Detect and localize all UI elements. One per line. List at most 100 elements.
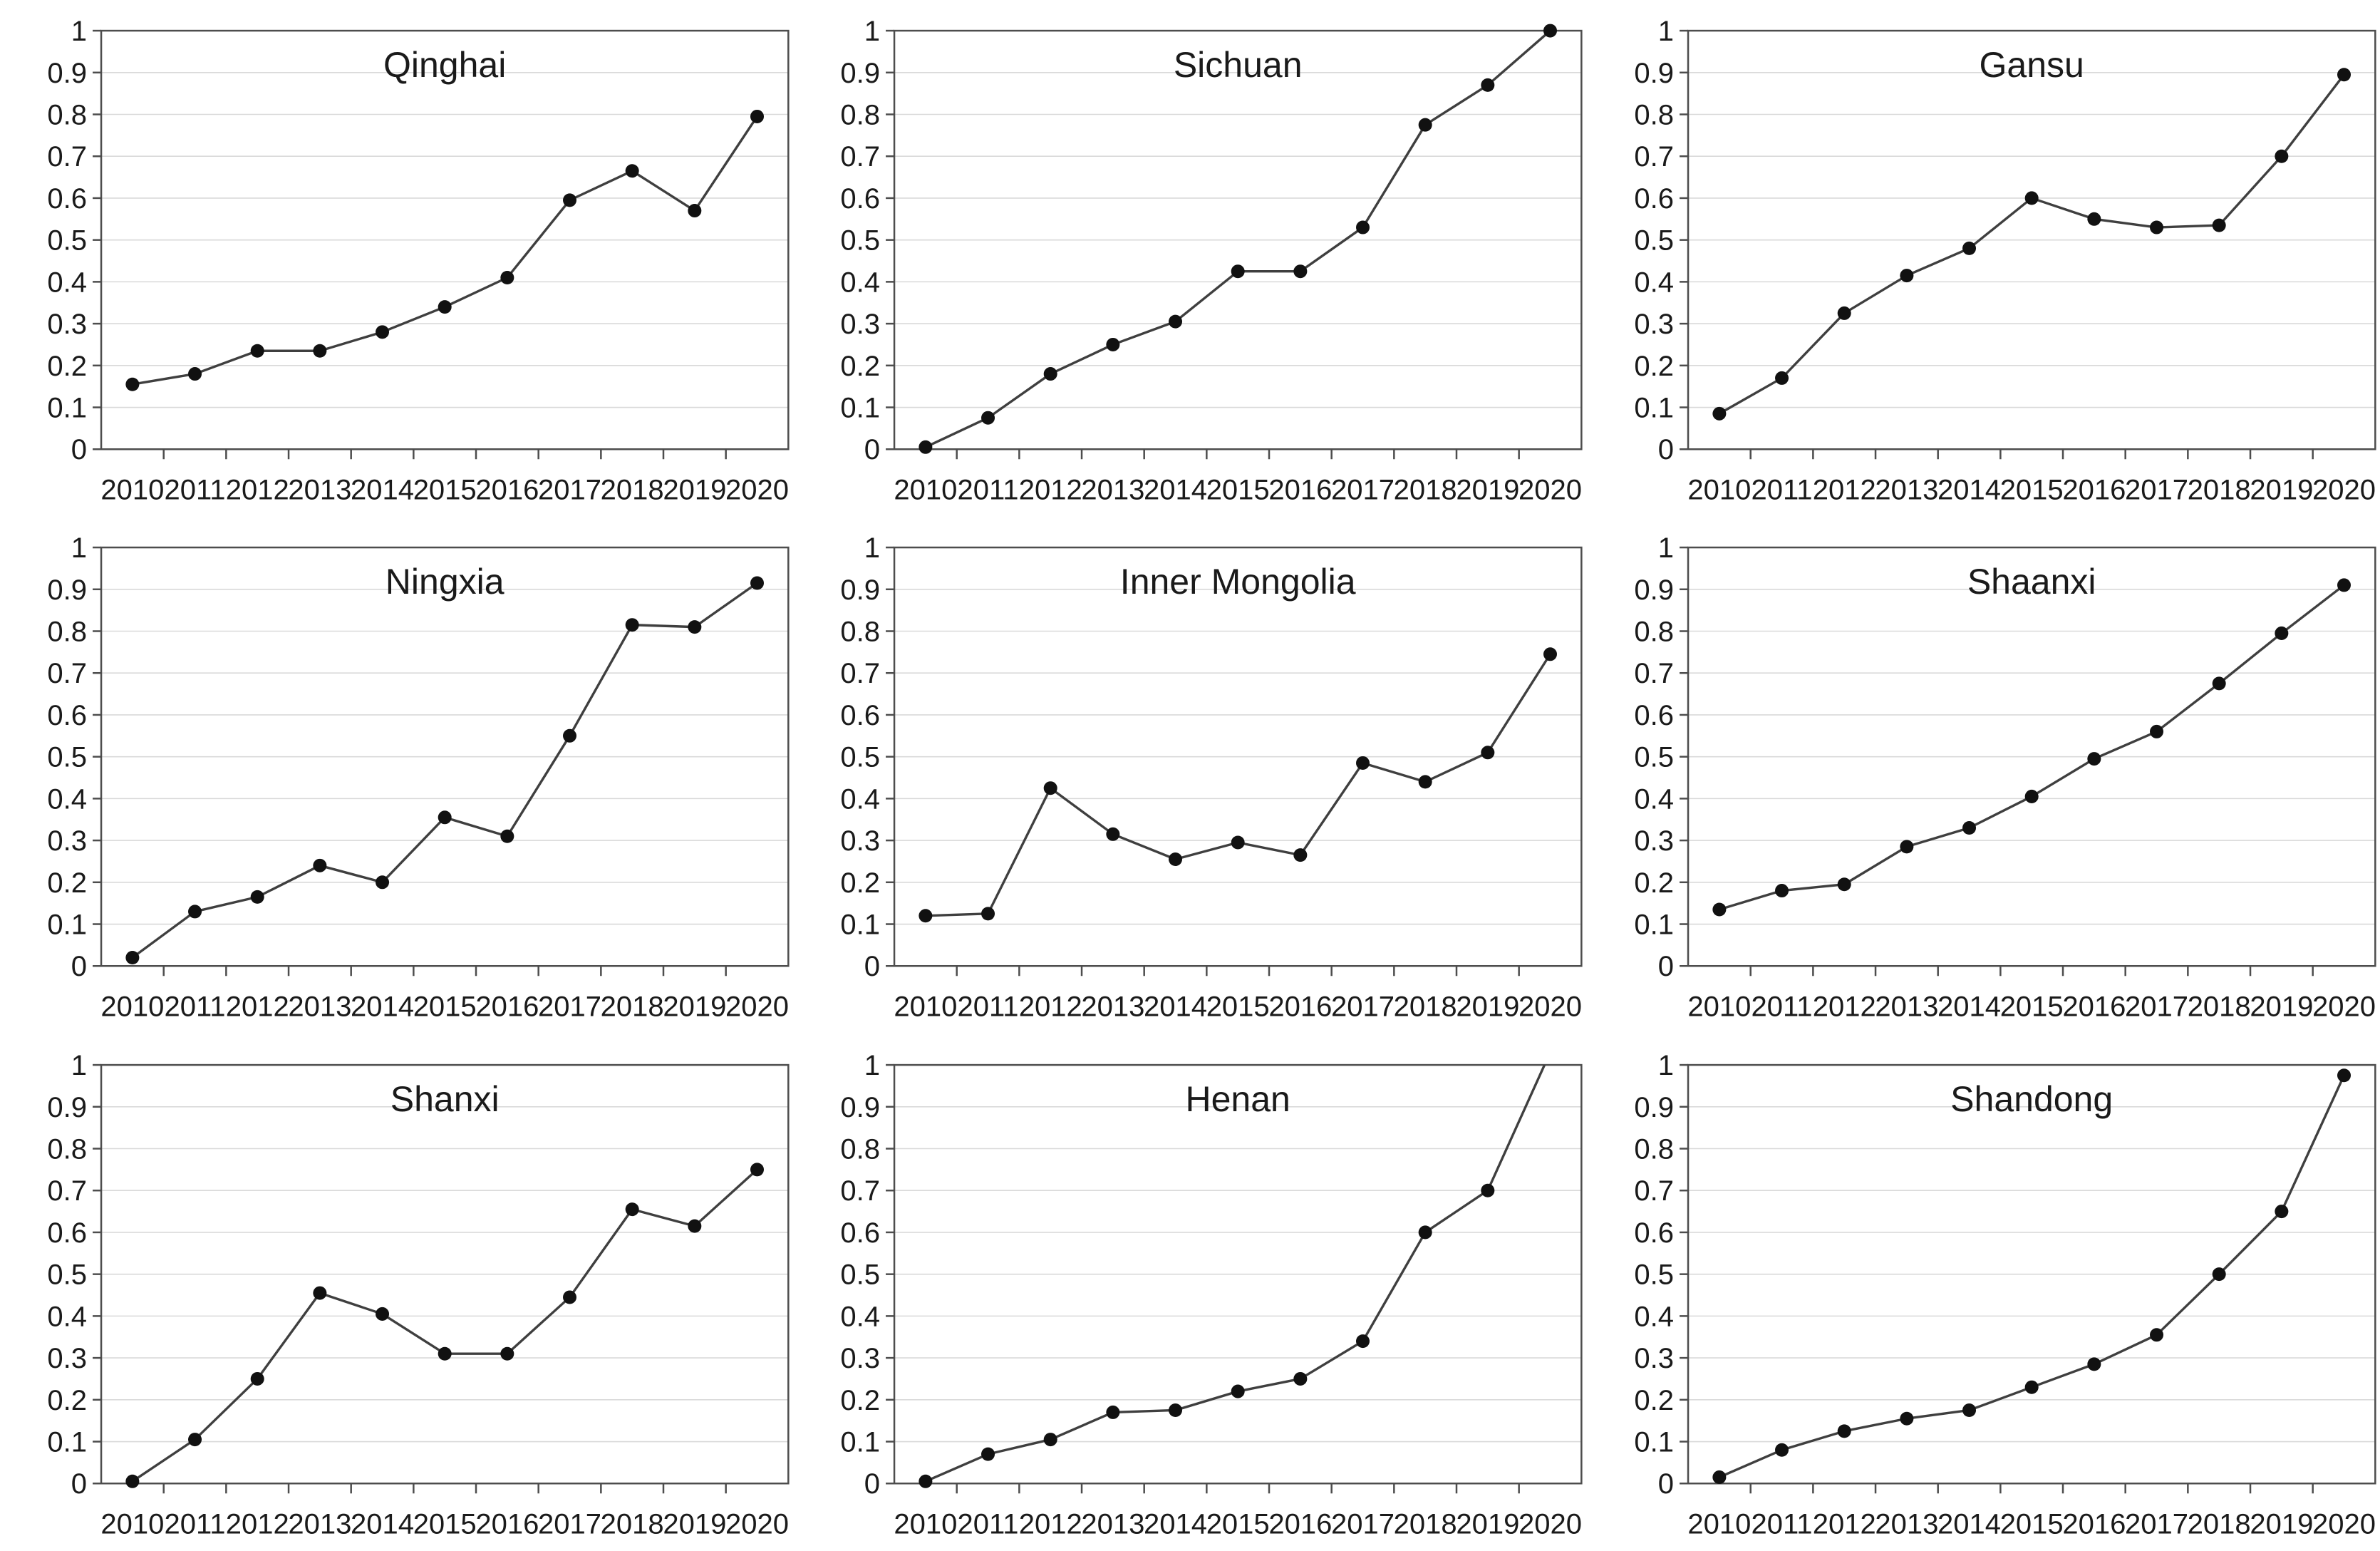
data-point-marker <box>1962 821 1976 835</box>
data-point-marker <box>1837 306 1851 320</box>
y-tick-label: 0.5 <box>1634 225 1674 257</box>
data-point-marker <box>625 1202 639 1216</box>
data-point-marker <box>981 411 995 425</box>
x-tick-label: 2017 <box>2125 1508 2188 1540</box>
y-tick-label: 0.7 <box>841 1175 881 1207</box>
y-tick-label: 0 <box>864 434 880 465</box>
data-point-marker <box>1543 647 1558 661</box>
y-tick-label: 0.6 <box>841 1217 881 1249</box>
y-tick-label: 0 <box>1657 1468 1673 1500</box>
y-tick-label: 0.9 <box>1634 574 1674 606</box>
data-point-marker <box>250 344 264 358</box>
chart-panel-gansu: 0 0.1 0.2 0.3 0.4 0.5 0.6 0.7 0.8 0.9 1 2010 2011 201… <box>1587 0 2380 517</box>
data-point-marker <box>688 1219 702 1233</box>
y-tick-label: 0.8 <box>841 100 881 131</box>
y-tick-label: 0.6 <box>1634 183 1674 215</box>
y-tick-label: 0.6 <box>1634 700 1674 731</box>
data-point-marker <box>1106 1405 1120 1419</box>
y-tick-label: 0.6 <box>47 700 87 731</box>
data-point-marker <box>376 325 390 339</box>
x-tick-label: 2012 <box>1812 474 1875 505</box>
x-tick-label: 2015 <box>1206 474 1270 505</box>
y-tick-label: 0.7 <box>1634 1175 1674 1207</box>
data-point-marker <box>2274 149 2289 163</box>
y-tick-label: 0.2 <box>841 867 881 899</box>
data-point-marker <box>1231 264 1246 279</box>
axis-frame <box>1687 1063 2376 1485</box>
y-tick-label: 0.2 <box>47 351 87 382</box>
x-tick-label: 2012 <box>226 991 289 1023</box>
x-tick-label: 2010 <box>894 1508 958 1540</box>
chart-title: Shaanxi <box>1967 562 2096 602</box>
x-tick-label: 2014 <box>1937 991 2001 1023</box>
y-tick-label: 0.2 <box>1634 867 1674 899</box>
x-tick-label: 2012 <box>1812 991 1875 1023</box>
y-tick-label: 0.1 <box>1634 1426 1674 1458</box>
data-point-marker <box>919 440 933 454</box>
data-point-marker <box>1106 337 1120 351</box>
data-point-marker <box>688 204 702 218</box>
y-tick-label: 0.1 <box>1634 910 1674 941</box>
data-point-marker <box>625 164 639 178</box>
chart-panel-ningxia: 0 0.1 0.2 0.3 0.4 0.5 0.6 0.7 0.8 0.9 1 2010 2011 201… <box>0 517 793 1034</box>
x-tick-label: 2018 <box>601 1508 664 1540</box>
y-tick-label: 0.3 <box>47 309 87 340</box>
y-tick-label: 0.3 <box>47 1343 87 1374</box>
data-point-marker <box>376 1307 390 1321</box>
y-tick-label: 0.3 <box>1634 309 1674 340</box>
x-tick-label: 2019 <box>663 474 726 505</box>
x-tick-label: 2010 <box>1687 991 1751 1023</box>
y-tick-label: 0.8 <box>47 100 87 131</box>
y-tick-label: 0.5 <box>47 1259 87 1290</box>
data-point-marker <box>125 377 140 391</box>
x-tick-label: 2014 <box>1937 1508 2001 1540</box>
x-tick-label: 2016 <box>2062 1508 2126 1540</box>
data-point-marker <box>1712 902 1727 917</box>
y-tick-label: 0.5 <box>47 742 87 773</box>
y-tick-label: 0.3 <box>1634 1343 1674 1374</box>
data-point-marker <box>250 890 264 905</box>
x-tick-label: 2015 <box>1206 1508 1270 1540</box>
y-tick-label: 0.4 <box>47 784 87 815</box>
y-tick-label: 0.2 <box>841 351 881 382</box>
y-tick-label: 0 <box>71 952 87 983</box>
x-tick-label: 2013 <box>288 1508 351 1540</box>
data-point-marker <box>1418 1225 1433 1240</box>
data-point-marker <box>2087 752 2101 766</box>
data-point-marker <box>313 859 327 873</box>
x-tick-label: 2010 <box>894 474 958 505</box>
data-point-marker <box>563 193 577 207</box>
data-point-marker <box>625 618 639 632</box>
x-tick-label: 2012 <box>226 474 289 505</box>
x-tick-label: 2017 <box>1331 991 1395 1023</box>
x-tick-label: 2017 <box>1331 474 1395 505</box>
y-tick-label: 0.7 <box>47 1175 87 1207</box>
y-tick-label: 0.3 <box>841 825 881 857</box>
y-tick-label: 0.6 <box>841 183 881 215</box>
y-tick-label: 0.4 <box>841 267 881 298</box>
data-point-marker <box>2024 1380 2039 1394</box>
data-point-marker <box>1900 840 1914 854</box>
data-point-marker <box>500 270 514 285</box>
x-tick-label: 2017 <box>2125 991 2188 1023</box>
data-point-marker <box>1169 1403 1183 1417</box>
y-tick-label: 0.9 <box>47 58 87 89</box>
data-point-marker <box>188 905 202 919</box>
data-point-marker <box>313 1286 327 1300</box>
x-tick-label: 2018 <box>2187 1508 2250 1540</box>
series-line <box>131 1168 759 1483</box>
x-tick-label: 2015 <box>413 1508 477 1540</box>
y-tick-label: 1 <box>1657 532 1673 564</box>
x-tick-label: 2016 <box>1269 474 1333 505</box>
y-tick-label: 0.6 <box>47 183 87 215</box>
y-tick-label: 0.4 <box>1634 267 1674 298</box>
y-tick-label: 0.5 <box>841 742 881 773</box>
x-tick-label: 2018 <box>2187 474 2250 505</box>
data-point-marker <box>1418 775 1433 789</box>
y-tick-label: 0.9 <box>841 58 881 89</box>
data-point-marker <box>1481 1183 1495 1197</box>
data-point-marker <box>919 909 933 923</box>
y-tick-label: 0.9 <box>1634 58 1674 89</box>
data-point-marker <box>1837 1424 1851 1438</box>
